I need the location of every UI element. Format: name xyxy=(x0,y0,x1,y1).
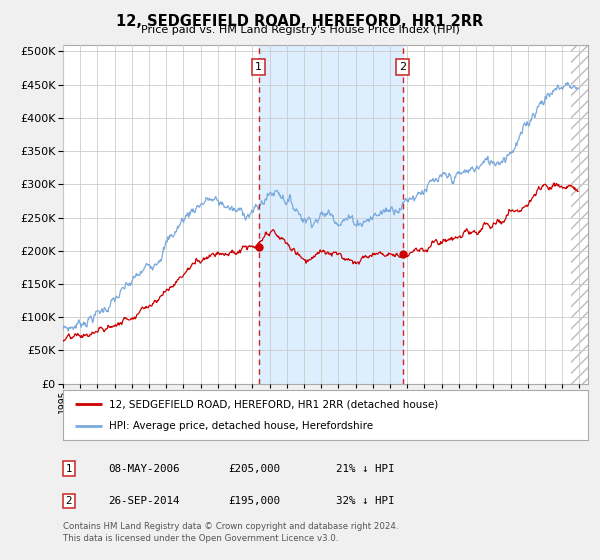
Bar xyxy=(571,45,588,384)
Text: HPI: Average price, detached house, Herefordshire: HPI: Average price, detached house, Here… xyxy=(109,421,373,431)
Text: £195,000: £195,000 xyxy=(228,496,280,506)
Text: 1: 1 xyxy=(255,62,262,72)
Text: Price paid vs. HM Land Registry's House Price Index (HPI): Price paid vs. HM Land Registry's House … xyxy=(140,25,460,35)
Text: This data is licensed under the Open Government Licence v3.0.: This data is licensed under the Open Gov… xyxy=(63,534,338,543)
Text: 12, SEDGEFIELD ROAD, HEREFORD, HR1 2RR: 12, SEDGEFIELD ROAD, HEREFORD, HR1 2RR xyxy=(116,14,484,29)
Text: 26-SEP-2014: 26-SEP-2014 xyxy=(108,496,179,506)
Text: 2: 2 xyxy=(399,62,406,72)
Text: 12, SEDGEFIELD ROAD, HEREFORD, HR1 2RR (detached house): 12, SEDGEFIELD ROAD, HEREFORD, HR1 2RR (… xyxy=(109,399,439,409)
Text: 2: 2 xyxy=(65,496,73,506)
Text: 1: 1 xyxy=(65,464,73,474)
Text: 21% ↓ HPI: 21% ↓ HPI xyxy=(336,464,395,474)
Bar xyxy=(259,45,403,384)
Text: 08-MAY-2006: 08-MAY-2006 xyxy=(108,464,179,474)
Text: 32% ↓ HPI: 32% ↓ HPI xyxy=(336,496,395,506)
Text: Contains HM Land Registry data © Crown copyright and database right 2024.: Contains HM Land Registry data © Crown c… xyxy=(63,522,398,531)
Text: £205,000: £205,000 xyxy=(228,464,280,474)
